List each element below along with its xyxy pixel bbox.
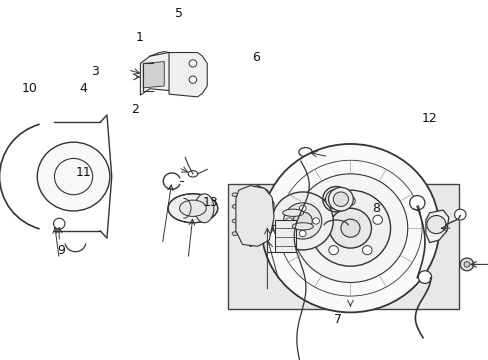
Ellipse shape <box>325 189 346 209</box>
Polygon shape <box>140 53 197 95</box>
Circle shape <box>261 144 438 312</box>
Ellipse shape <box>232 232 237 235</box>
Circle shape <box>285 218 292 224</box>
Text: 1: 1 <box>136 31 143 44</box>
Ellipse shape <box>179 200 206 216</box>
Circle shape <box>372 215 382 224</box>
Text: 8: 8 <box>371 202 379 215</box>
Circle shape <box>459 258 473 271</box>
Circle shape <box>409 195 424 210</box>
Circle shape <box>345 197 354 206</box>
Polygon shape <box>143 62 164 88</box>
Ellipse shape <box>232 204 237 208</box>
Circle shape <box>312 218 319 224</box>
Text: 2: 2 <box>131 103 139 116</box>
Circle shape <box>426 216 445 234</box>
Text: 11: 11 <box>76 166 91 179</box>
Ellipse shape <box>232 219 237 223</box>
Ellipse shape <box>188 171 197 177</box>
Ellipse shape <box>232 193 237 197</box>
Circle shape <box>272 192 333 250</box>
Circle shape <box>189 60 196 67</box>
Circle shape <box>340 219 359 237</box>
Text: 9: 9 <box>57 244 65 257</box>
Polygon shape <box>235 186 273 246</box>
Text: 5: 5 <box>175 6 183 19</box>
Circle shape <box>463 262 469 267</box>
Circle shape <box>293 174 407 283</box>
Circle shape <box>417 271 431 283</box>
Bar <box>274 220 295 252</box>
Bar <box>228 184 458 309</box>
Text: 7: 7 <box>333 313 342 326</box>
Circle shape <box>299 230 305 237</box>
Ellipse shape <box>194 194 213 223</box>
Circle shape <box>283 203 321 239</box>
Text: 13: 13 <box>203 195 218 208</box>
Text: 6: 6 <box>251 50 259 64</box>
Ellipse shape <box>282 209 303 216</box>
Ellipse shape <box>298 148 312 157</box>
Circle shape <box>329 208 371 248</box>
Polygon shape <box>238 186 273 246</box>
Circle shape <box>54 158 92 195</box>
Circle shape <box>310 190 390 266</box>
Circle shape <box>318 215 327 224</box>
Text: 4: 4 <box>80 81 87 95</box>
Ellipse shape <box>292 223 313 230</box>
Circle shape <box>299 205 305 211</box>
Circle shape <box>189 76 196 83</box>
Circle shape <box>362 246 371 255</box>
Circle shape <box>454 209 465 220</box>
Ellipse shape <box>328 188 353 211</box>
Polygon shape <box>425 210 448 243</box>
Polygon shape <box>169 53 207 97</box>
Text: 12: 12 <box>421 112 437 126</box>
Text: 10: 10 <box>22 81 38 95</box>
Circle shape <box>53 218 65 229</box>
Circle shape <box>328 246 338 255</box>
Ellipse shape <box>168 194 217 223</box>
Circle shape <box>293 212 312 230</box>
Circle shape <box>37 142 110 211</box>
Text: 3: 3 <box>91 65 99 78</box>
Ellipse shape <box>333 192 348 206</box>
